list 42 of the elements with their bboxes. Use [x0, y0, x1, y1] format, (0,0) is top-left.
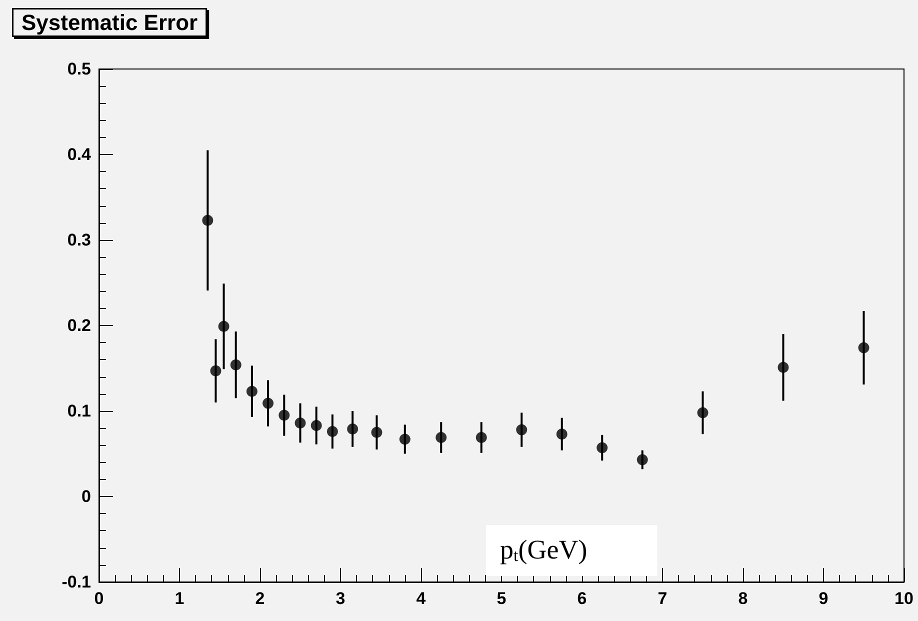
point [556, 428, 568, 440]
point [476, 432, 487, 443]
point [596, 442, 608, 454]
point [310, 420, 322, 432]
y-tick-label: 0.1 [67, 402, 91, 420]
y-tick-label: 0.2 [67, 316, 91, 335]
x-axis-title: pt(GeV) [500, 534, 588, 565]
point [262, 398, 274, 409]
y-tick-label: 0.3 [67, 230, 91, 250]
x-tick-label: 7 [658, 589, 668, 608]
x-tick-label: 6 [577, 589, 587, 608]
x-tick-label: 5 [496, 589, 506, 608]
x-tick-label: 0 [94, 589, 104, 608]
x-tick-label: 3 [336, 589, 346, 608]
point [778, 362, 789, 373]
point [294, 417, 306, 428]
y-tick-label: 0.5 [67, 60, 91, 78]
x-tick-label: 1 [174, 589, 184, 608]
point [347, 423, 358, 434]
y-tick-label: 0.4 [67, 145, 92, 164]
x-tick-label: 10 [894, 589, 914, 608]
point [399, 434, 410, 445]
point [516, 424, 528, 436]
point [436, 432, 447, 443]
x-tick-label: 4 [416, 589, 426, 608]
point [246, 386, 258, 397]
x-tick-label: 8 [738, 589, 748, 608]
point [326, 426, 338, 438]
y-tick-label: -0.1 [62, 572, 91, 592]
point [371, 426, 382, 438]
chart-title: Systematic Error [22, 10, 198, 35]
point [636, 454, 648, 466]
point [202, 214, 214, 226]
x-tick-label: 2 [255, 589, 265, 608]
x-tick-label: 9 [818, 589, 828, 608]
y-tick-label: 0 [82, 487, 91, 506]
point [858, 342, 870, 354]
point [218, 320, 230, 332]
point [210, 365, 222, 376]
point [697, 407, 708, 418]
point [278, 410, 290, 421]
point [230, 359, 242, 370]
